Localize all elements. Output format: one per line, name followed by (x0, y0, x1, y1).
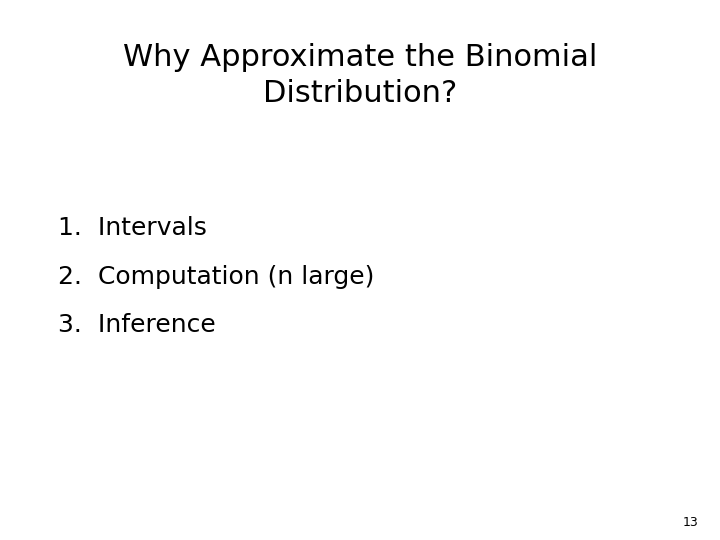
Text: 2.  Computation (n large): 2. Computation (n large) (58, 265, 374, 288)
Text: 1.  Intervals: 1. Intervals (58, 216, 207, 240)
Text: 13: 13 (683, 516, 698, 529)
Text: Why Approximate the Binomial
Distribution?: Why Approximate the Binomial Distributio… (123, 43, 597, 108)
Text: 3.  Inference: 3. Inference (58, 313, 215, 337)
